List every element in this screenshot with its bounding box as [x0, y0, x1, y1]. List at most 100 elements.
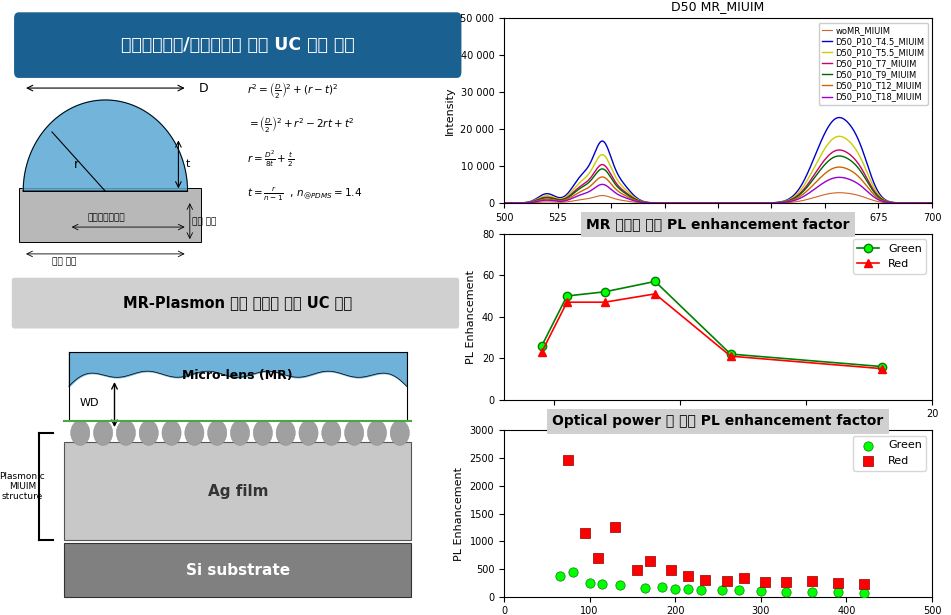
Green: [753, 586, 768, 596]
Red: [698, 575, 713, 585]
D50_P10_T4.5_MIUIM: [926, 199, 938, 207]
Line: D50_P10_T12_MIUIM: D50_P10_T12_MIUIM: [504, 167, 932, 203]
Green: [599, 288, 611, 296]
Line: D50_P10_T5.5_MIUIM: D50_P10_T5.5_MIUIM: [504, 137, 932, 203]
Text: Optical power 에 따른 PL enhancement factor: Optical power 에 따른 PL enhancement factor: [553, 415, 883, 428]
D50_P10_T7_MIUIM: [697, 199, 708, 207]
D50_P10_T12_MIUIM: [542, 196, 553, 203]
Legend: Green, Red: Green, Red: [852, 239, 926, 274]
D50_P10_T9_MIUIM: [498, 199, 510, 207]
woMR_MIUIM: [542, 198, 553, 205]
D50_P10_T12_MIUIM: [832, 164, 844, 171]
D50_P10_T4.5_MIUIM: [542, 190, 553, 197]
D50_P10_T5.5_MIUIM: [834, 133, 845, 140]
D50_P10_T12_MIUIM: [834, 164, 845, 171]
Red: [642, 556, 657, 566]
Circle shape: [367, 420, 386, 445]
Text: $t = \frac{r}{n-1}$  , $n_{@PDMS} = 1.4$: $t = \frac{r}{n-1}$ , $n_{@PDMS} = 1.4$: [247, 184, 362, 202]
Green: [779, 587, 794, 597]
Text: MR 두께에 따른 PL enhancement factor: MR 두께에 따른 PL enhancement factor: [586, 218, 850, 231]
D50_P10_T18_MIUIM: [697, 199, 708, 207]
Green: [693, 585, 708, 595]
Line: D50_P10_T7_MIUIM: D50_P10_T7_MIUIM: [504, 150, 932, 203]
FancyBboxPatch shape: [11, 278, 459, 328]
D50_P10_T12_MIUIM: [697, 199, 708, 207]
Text: $r^2 = \left(\frac{D}{2}\right)^2 + (r-t)^2$: $r^2 = \left(\frac{D}{2}\right)^2 + (r-t…: [247, 80, 339, 100]
Green: [856, 588, 871, 598]
Green: [725, 351, 736, 358]
D50_P10_T18_MIUIM: [834, 173, 845, 181]
Text: 렌즈중심간거리: 렌즈중심간거리: [87, 213, 125, 223]
D50_P10_T4.5_MIUIM: [671, 199, 683, 207]
Circle shape: [93, 420, 112, 445]
D50_P10_T7_MIUIM: [542, 194, 553, 201]
D50_P10_T18_MIUIM: [687, 199, 698, 207]
Red: [830, 578, 845, 588]
Bar: [19, 188, 202, 242]
D50_P10_T9_MIUIM: [542, 194, 553, 202]
Circle shape: [344, 420, 363, 445]
Legend: woMR_MIUIM, D50_P10_T4.5_MIUIM, D50_P10_T5.5_MIUIM, D50_P10_T7_MIUIM, D50_P10_T9: woMR_MIUIM, D50_P10_T4.5_MIUIM, D50_P10_…: [819, 23, 928, 105]
D50_P10_T18_MIUIM: [498, 199, 510, 207]
Red: [664, 565, 679, 575]
Text: Ag film: Ag film: [207, 484, 268, 499]
Title: D50 MR_MIUIM: D50 MR_MIUIM: [671, 0, 765, 13]
D50_P10_T12_MIUIM: [671, 199, 683, 207]
D50_P10_T4.5_MIUIM: [498, 199, 510, 207]
D50_P10_T9_MIUIM: [697, 199, 708, 207]
Green: [536, 342, 548, 349]
Polygon shape: [23, 100, 187, 191]
woMR_MIUIM: [697, 199, 708, 207]
D50_P10_T9_MIUIM: [687, 199, 698, 207]
Green: [805, 587, 820, 597]
Circle shape: [184, 420, 204, 445]
Circle shape: [70, 420, 89, 445]
D50_P10_T5.5_MIUIM: [697, 199, 708, 207]
Circle shape: [390, 420, 409, 445]
D50_P10_T9_MIUIM: [926, 199, 938, 207]
Y-axis label: Intensity: Intensity: [445, 86, 455, 135]
Y-axis label: PL Enhancement: PL Enhancement: [454, 467, 464, 560]
woMR_MIUIM: [926, 199, 938, 207]
D50_P10_T7_MIUIM: [834, 146, 845, 154]
Green: [582, 578, 597, 588]
Green: [561, 292, 573, 300]
D50_P10_T5.5_MIUIM: [926, 199, 938, 207]
Circle shape: [230, 420, 249, 445]
D50_P10_T12_MIUIM: [498, 199, 510, 207]
Red: [536, 348, 548, 355]
D50_P10_T12_MIUIM: [792, 194, 804, 201]
Red: [779, 577, 794, 587]
Red: [561, 298, 573, 306]
D50_P10_T7_MIUIM: [792, 191, 804, 199]
Bar: [32, 328, 453, 603]
woMR_MIUIM: [832, 189, 844, 196]
D50_P10_T18_MIUIM: [671, 199, 683, 207]
Bar: [65, 442, 411, 540]
Circle shape: [299, 420, 318, 445]
D50_P10_T7_MIUIM: [841, 148, 852, 156]
Line: D50_P10_T9_MIUIM: D50_P10_T9_MIUIM: [504, 156, 932, 203]
Red: [578, 528, 593, 538]
D50_P10_T4.5_MIUIM: [792, 186, 804, 194]
Circle shape: [253, 420, 272, 445]
D50_P10_T9_MIUIM: [832, 153, 844, 160]
D50_P10_T7_MIUIM: [671, 199, 683, 207]
X-axis label: Wavelength(nm): Wavelength(nm): [671, 228, 765, 238]
Line: woMR_MIUIM: woMR_MIUIM: [504, 192, 932, 203]
Bar: [65, 543, 411, 597]
Green: [650, 278, 661, 285]
Green: [637, 583, 652, 593]
Text: 렌즈 직경: 렌즈 직경: [52, 257, 76, 266]
woMR_MIUIM: [498, 199, 510, 207]
Green: [668, 584, 683, 593]
D50_P10_T18_MIUIM: [926, 199, 938, 207]
Circle shape: [207, 420, 226, 445]
Text: 마이크로렌즈/플라즈모닉 융합 UC 증대 기술: 마이크로렌즈/플라즈모닉 융합 UC 증대 기술: [121, 36, 355, 54]
D50_P10_T7_MIUIM: [687, 199, 698, 207]
FancyBboxPatch shape: [14, 12, 461, 78]
woMR_MIUIM: [792, 197, 804, 205]
Text: $= \left(\frac{D}{2}\right)^2 + r^2 - 2rt + t^2$: $= \left(\frac{D}{2}\right)^2 + r^2 - 2r…: [247, 114, 355, 135]
D50_P10_T9_MIUIM: [841, 154, 852, 162]
D50_P10_T5.5_MIUIM: [542, 192, 553, 199]
